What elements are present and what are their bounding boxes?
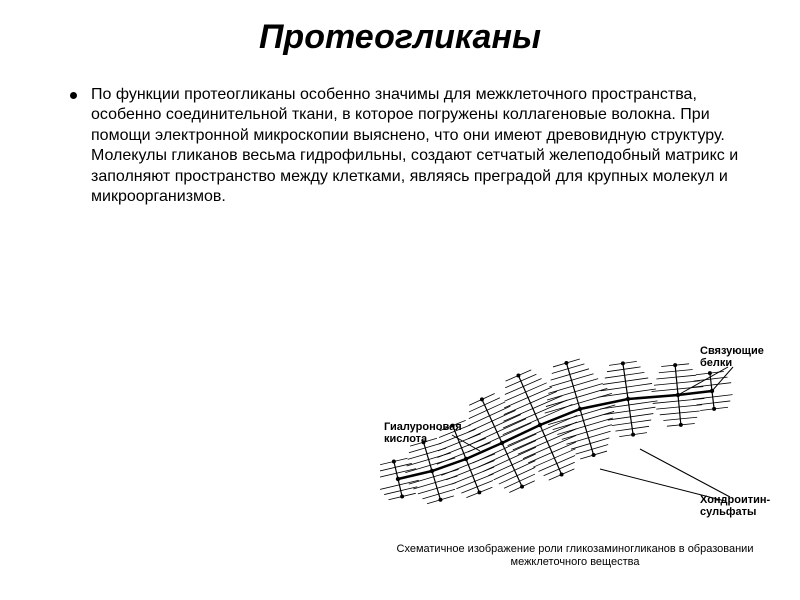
figure: Связующиебелки Гиалуроноваякислота Хондр… — [380, 339, 770, 571]
body-paragraph: По функции протеогликаны особенно значим… — [0, 85, 800, 208]
figure-caption: Схематичное изображение роли гликозамино… — [380, 539, 770, 571]
label-binding-proteins: Связующиебелки — [700, 345, 764, 369]
label-hyaluronic-acid: Гиалуроноваякислота — [384, 421, 462, 445]
schematic-diagram: Связующиебелки Гиалуроноваякислота Хондр… — [380, 339, 770, 539]
bullet-text: По функции протеогликаны особенно значим… — [91, 85, 760, 208]
bullet-marker — [70, 92, 77, 99]
page-title: Протеогликаны — [0, 0, 800, 85]
label-chondroitin: Хондроитин-сульфаты — [700, 494, 770, 518]
